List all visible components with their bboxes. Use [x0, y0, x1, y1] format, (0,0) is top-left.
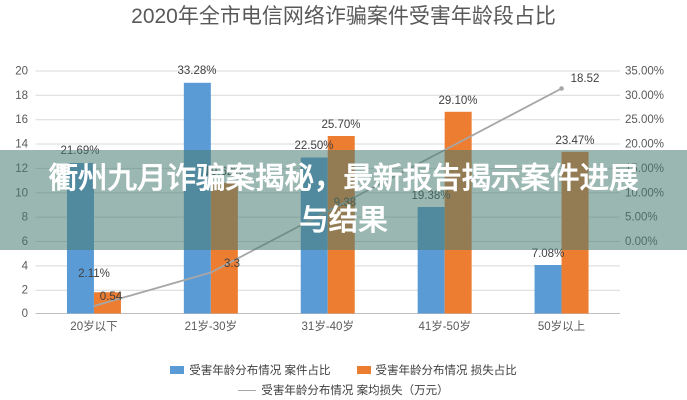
svg-text:18.52: 18.52 [571, 73, 600, 85]
svg-text:0: 0 [22, 308, 28, 320]
svg-text:20: 20 [15, 66, 28, 78]
svg-text:30.00%: 30.00% [625, 90, 664, 102]
svg-text:20.00%: 20.00% [625, 139, 664, 151]
svg-text:29.10%: 29.10% [438, 95, 477, 107]
svg-text:25.70%: 25.70% [321, 119, 360, 131]
svg-text:16: 16 [15, 114, 28, 126]
svg-text:25.00%: 25.00% [625, 114, 664, 126]
svg-text:3.3: 3.3 [224, 258, 240, 270]
svg-text:0.54: 0.54 [100, 291, 123, 303]
svg-text:14: 14 [15, 139, 28, 151]
svg-text:31岁-40岁: 31岁-40岁 [302, 319, 354, 333]
svg-text:21岁-30岁: 21岁-30岁 [185, 319, 237, 333]
svg-text:41岁-50岁: 41岁-50岁 [418, 319, 470, 333]
svg-text:18: 18 [15, 90, 28, 102]
svg-text:35.00%: 35.00% [625, 66, 664, 78]
svg-text:4: 4 [22, 260, 29, 272]
svg-text:50岁以上: 50岁以上 [538, 319, 585, 333]
svg-text:23.47%: 23.47% [555, 135, 594, 147]
svg-text:2.11%: 2.11% [78, 268, 110, 280]
svg-text:20岁以下: 20岁以下 [70, 319, 117, 333]
svg-text:2: 2 [22, 285, 28, 297]
svg-text:33.28%: 33.28% [177, 65, 216, 77]
